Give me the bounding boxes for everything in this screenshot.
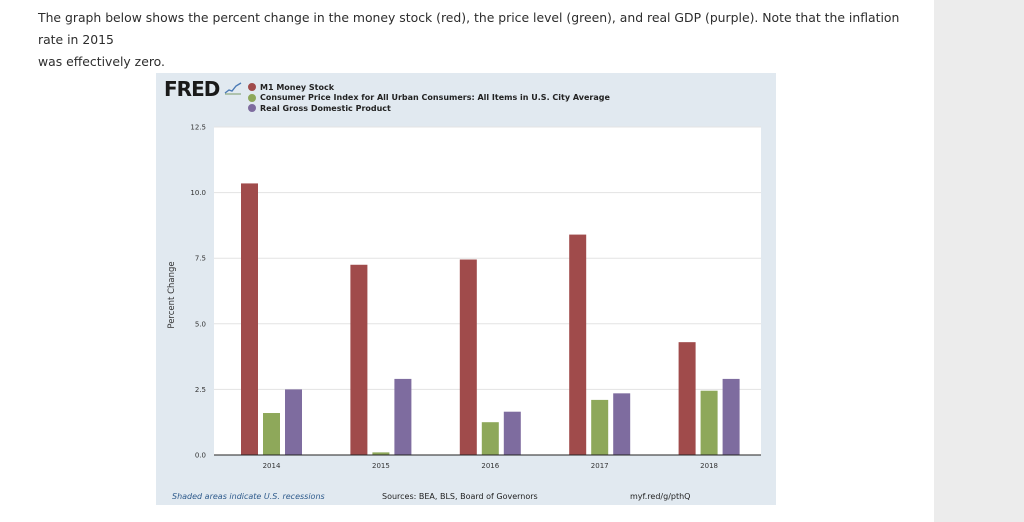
x-tick-label: 2018 <box>700 462 718 470</box>
legend-label-cpi: Consumer Price Index for All Urban Consu… <box>260 93 610 103</box>
bar-2014-series-2 <box>285 389 302 455</box>
bar-2018-series-1 <box>700 390 718 455</box>
right-sidebar <box>934 0 1024 522</box>
intro-line-1: The graph below shows the percent change… <box>38 10 900 47</box>
chart-legend: M1 Money Stock Consumer Price Index for … <box>248 82 610 114</box>
bar-2014-series-1 <box>263 413 280 455</box>
bar-2017-series-1 <box>591 399 609 455</box>
fred-logo-chart-icon <box>224 81 242 95</box>
legend-label-m1: M1 Money Stock <box>260 82 335 92</box>
legend-swatch-m1 <box>248 83 256 92</box>
fred-chart-panel: FRED M1 Money Stock Consumer Price Index… <box>156 73 776 505</box>
x-tick-label: 2014 <box>263 462 281 470</box>
bar-2017-series-2 <box>613 393 631 455</box>
legend-item-gdp: Real Gross Domestic Product <box>248 103 610 114</box>
x-tick-label: 2016 <box>481 462 499 470</box>
bar-2014-series-0 <box>241 183 258 455</box>
legend-label-gdp: Real Gross Domestic Product <box>260 103 391 113</box>
bar-2016-series-2 <box>503 411 521 455</box>
plot-area <box>214 127 761 455</box>
bar-chart-plot: 0.0 2.5 5.0 7.5 10.0 12.5 2014 2015 2016 2017 2018 <box>190 124 761 470</box>
legend-swatch-gdp <box>248 104 256 113</box>
recession-note: Shaded areas indicate U.S. recessions <box>172 492 325 501</box>
legend-item-cpi: Consumer Price Index for All Urban Consu… <box>248 93 610 104</box>
short-link[interactable]: myf.red/g/pthQ <box>630 492 691 501</box>
bar-2015-series-1 <box>372 452 390 455</box>
legend-swatch-cpi <box>248 93 256 102</box>
bar-2018-series-0 <box>678 342 696 455</box>
fred-logo[interactable]: FRED <box>164 77 220 101</box>
x-tick-label: 2015 <box>372 462 390 470</box>
y-tick-label: 2.5 <box>195 386 206 394</box>
bar-2015-series-0 <box>350 264 368 455</box>
legend-item-m1: M1 Money Stock <box>248 82 610 93</box>
y-tick-label: 12.5 <box>190 124 206 132</box>
bar-2017-series-0 <box>569 234 587 455</box>
y-tick-label: 10.0 <box>190 189 206 197</box>
bar-2016-series-0 <box>459 259 477 455</box>
y-tick-label: 0.0 <box>195 452 206 460</box>
intro-text: The graph below shows the percent change… <box>38 7 918 73</box>
bar-2018-series-2 <box>722 378 740 455</box>
y-tick-label: 7.5 <box>195 255 206 263</box>
bar-2015-series-2 <box>394 378 412 455</box>
sources-note: Sources: BEA, BLS, Board of Governors <box>382 492 538 501</box>
bar-2016-series-1 <box>481 422 499 455</box>
y-tick-label: 5.0 <box>195 320 206 328</box>
intro-line-2: was effectively zero. <box>38 54 165 69</box>
x-tick-label: 2017 <box>591 462 609 470</box>
